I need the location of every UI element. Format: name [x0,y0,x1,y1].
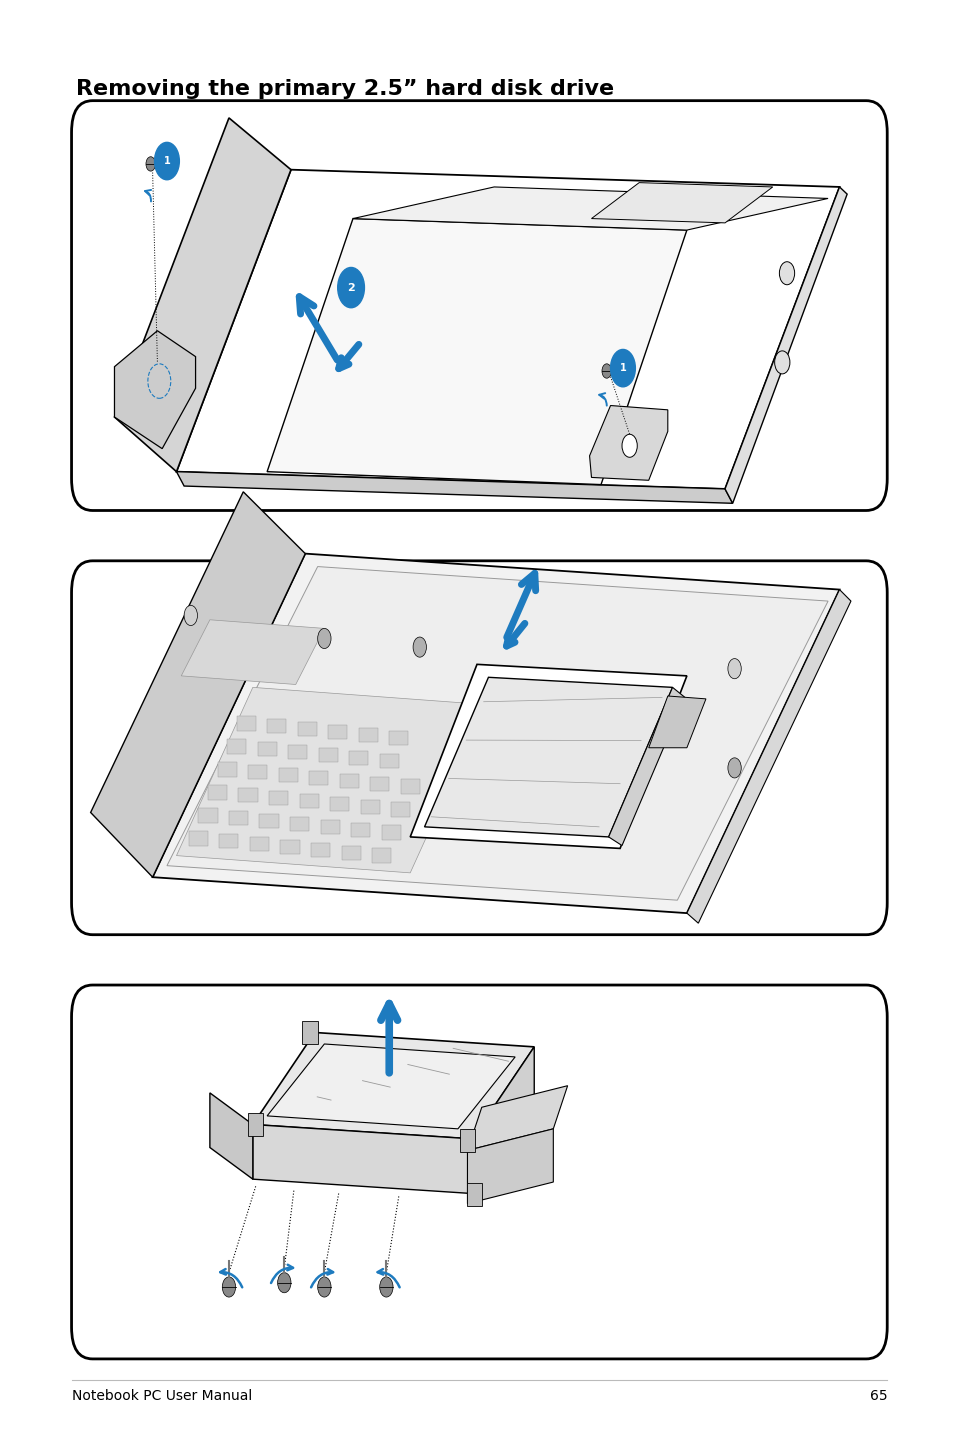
Bar [358,728,377,742]
Polygon shape [253,1125,472,1194]
Bar [259,814,278,828]
Circle shape [317,1277,331,1297]
Circle shape [621,434,637,457]
Bar [459,1129,475,1152]
Bar [370,777,389,791]
Polygon shape [176,170,839,489]
Polygon shape [267,219,686,485]
Polygon shape [152,554,839,913]
Bar [318,748,337,762]
Bar [219,834,238,848]
Bar [297,722,316,736]
Polygon shape [591,183,772,223]
Bar [248,765,267,779]
Bar [302,1021,317,1044]
Bar [227,739,246,754]
Polygon shape [114,118,291,472]
Polygon shape [467,1129,553,1204]
Polygon shape [176,472,732,503]
Circle shape [277,1273,291,1293]
Bar [341,846,360,860]
Bar [278,768,297,782]
Polygon shape [253,1032,534,1139]
FancyBboxPatch shape [71,561,886,935]
Circle shape [779,262,794,285]
Polygon shape [424,677,672,837]
Polygon shape [472,1047,534,1194]
Polygon shape [353,187,827,230]
Polygon shape [181,620,324,684]
Bar [466,1183,481,1206]
Bar [269,791,288,805]
Circle shape [601,364,611,378]
Circle shape [154,142,179,180]
FancyBboxPatch shape [71,101,886,510]
Bar [389,731,408,745]
Bar [391,802,410,817]
Bar [309,771,328,785]
Circle shape [610,349,635,387]
Polygon shape [410,664,686,848]
Bar [360,800,379,814]
Circle shape [727,758,740,778]
Bar [381,825,400,840]
FancyBboxPatch shape [71,985,886,1359]
Bar [236,716,255,731]
Bar [379,754,398,768]
Polygon shape [267,1044,515,1129]
Bar [349,751,368,765]
Circle shape [379,1277,393,1297]
Bar [288,745,307,759]
Bar [257,742,276,756]
Bar [339,774,358,788]
Polygon shape [114,331,195,449]
Circle shape [727,659,740,679]
Bar [372,848,391,863]
Circle shape [774,351,789,374]
Bar [248,1113,263,1136]
Polygon shape [589,406,667,480]
Bar [267,719,286,733]
Text: 1: 1 [163,157,171,165]
Bar [229,811,248,825]
Polygon shape [91,492,305,877]
Text: 65: 65 [869,1389,886,1403]
Text: 1: 1 [618,364,626,372]
Bar [250,837,269,851]
Polygon shape [467,1086,567,1150]
Polygon shape [176,687,486,873]
Polygon shape [724,187,846,503]
Bar [351,823,370,837]
Circle shape [184,605,197,626]
Bar [311,843,330,857]
Bar [189,831,208,846]
Circle shape [317,628,331,649]
Polygon shape [210,1093,253,1179]
Polygon shape [167,567,827,900]
Circle shape [222,1277,235,1297]
Text: Removing the primary 2.5” hard disk drive: Removing the primary 2.5” hard disk driv… [76,79,614,99]
Polygon shape [686,590,850,923]
Bar [238,788,257,802]
Bar [400,779,419,794]
Bar [208,785,227,800]
Circle shape [337,267,364,308]
Text: Notebook PC User Manual: Notebook PC User Manual [71,1389,252,1403]
Polygon shape [648,696,705,748]
Polygon shape [608,687,684,846]
Bar [328,725,347,739]
Bar [280,840,299,854]
Bar [290,817,309,831]
Text: 2: 2 [347,283,355,292]
Bar [330,797,349,811]
Circle shape [413,637,426,657]
Bar [299,794,318,808]
Bar [198,808,217,823]
Bar [217,762,236,777]
Bar [320,820,339,834]
Circle shape [146,157,155,171]
